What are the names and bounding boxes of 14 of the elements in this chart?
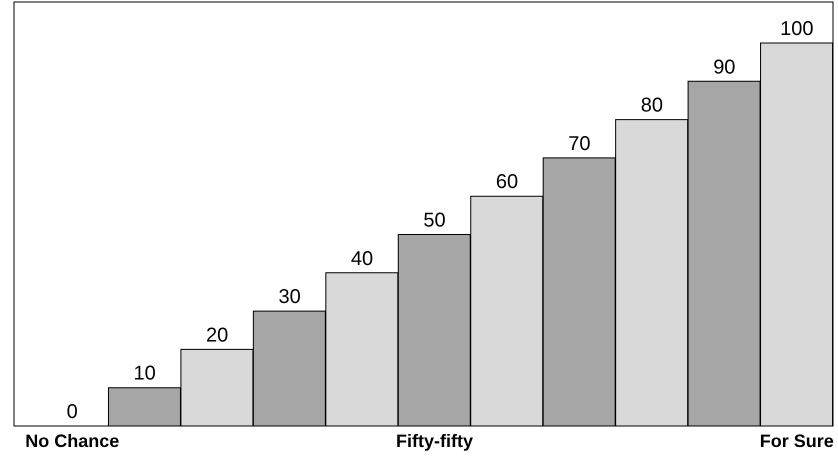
data-label: 10 xyxy=(134,362,156,385)
data-label: 100 xyxy=(780,18,814,40)
x-tick-label: No Chance xyxy=(25,430,120,451)
data-label: 60 xyxy=(496,171,518,194)
data-label: 30 xyxy=(278,286,301,308)
data-label: 70 xyxy=(568,132,591,155)
data-label: 80 xyxy=(640,94,663,117)
data-label: 90 xyxy=(713,56,736,78)
data-label: 50 xyxy=(423,209,446,232)
x-tick-label: For Sure xyxy=(760,430,834,451)
data-label: 40 xyxy=(350,248,374,270)
data-label: 0 xyxy=(66,401,78,423)
data-label: 20 xyxy=(206,324,228,346)
x-tick-label: Fifty-fifty xyxy=(396,430,473,451)
